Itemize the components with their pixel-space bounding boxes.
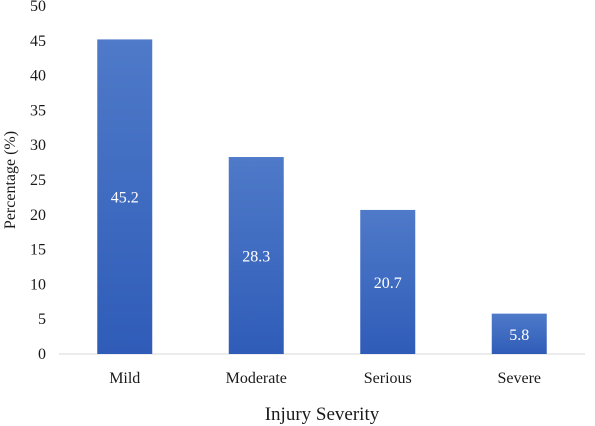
bar-serious [360,209,416,354]
category-label-mild: Mild [109,370,140,387]
y-tick-label: 50 [30,0,46,15]
y-tick-label: 45 [30,33,46,50]
x-axis-title: Injury Severity [265,404,380,425]
data-label-mild: 45.2 [111,190,139,207]
y-tick-label: 5 [38,311,46,328]
category-label-severe: Severe [497,370,541,387]
category-label-serious: Serious [364,370,412,387]
y-tick-label: 40 [30,68,46,85]
y-axis-ticks: 0 5 10 15 20 25 30 35 40 45 50 [30,0,46,363]
data-label-severe: 5.8 [509,327,529,344]
bar-mild [97,39,153,355]
x-axis-category-labels: Mild Moderate Serious Severe [109,370,541,387]
category-label-moderate: Moderate [226,370,287,387]
bar-severe [491,313,547,354]
y-axis-title: Percentage (%) [2,131,19,229]
bars [97,39,547,355]
y-tick-label: 15 [30,242,46,259]
y-tick-label: 25 [30,172,46,189]
bar-moderate [228,157,284,354]
y-tick-label: 30 [30,137,46,154]
data-label-serious: 20.7 [374,275,402,292]
y-tick-label: 0 [38,346,46,363]
data-label-moderate: 28.3 [242,249,270,266]
y-tick-label: 10 [30,276,46,293]
data-labels: 45.2 28.3 20.7 5.8 [111,190,530,344]
y-tick-label: 20 [30,207,46,224]
y-tick-label: 35 [30,102,46,119]
